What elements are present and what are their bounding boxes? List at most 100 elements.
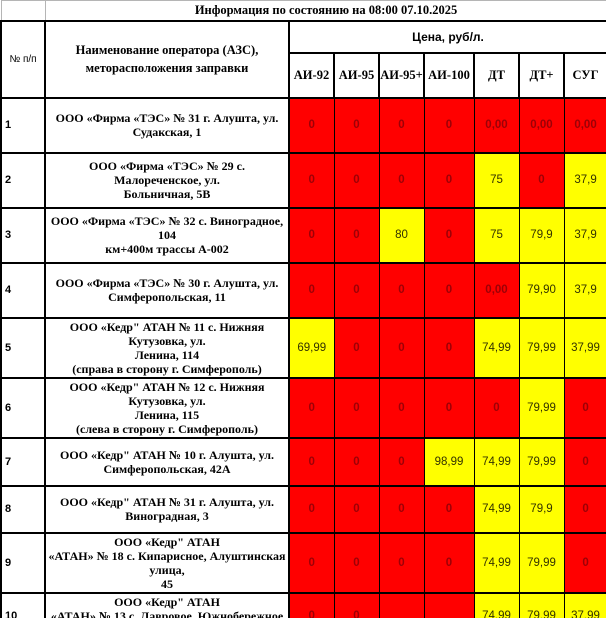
- price-cell-АИ-92: 0: [288, 376, 335, 439]
- price-cell-АИ-95+: 0: [378, 436, 425, 487]
- station-name-cell: ООО «Фирма «ТЭС» № 30 г. Алушта, ул. Сим…: [44, 261, 290, 319]
- price-cell-ДТ+: 0: [518, 151, 565, 209]
- price-cell-АИ-100: 0: [423, 531, 475, 594]
- price-cell-ДТ: 74,99: [473, 436, 520, 487]
- price-cell-СУГ: 37,99: [563, 316, 606, 379]
- price-cell-АИ-92: 0: [288, 484, 335, 534]
- price-cell-АИ-92: 0: [288, 151, 335, 209]
- station-row: 7 ООО «Кедр" АТАН № 10 г. Алушта, ул. Сим…: [0, 436, 606, 487]
- station-name-cell: ООО «Кедр" АТАН «АТАН» № 13 с. Лавровое,…: [44, 591, 290, 618]
- title-row: Информация по состоянию на 08:00 07.10.2…: [0, 0, 606, 21]
- price-cell-СУГ: 0: [563, 531, 606, 594]
- price-cell-АИ-100: 0: [423, 484, 475, 534]
- fuel-column-header: ДТ+: [518, 51, 565, 99]
- station-name-cell: ООО «Кедр" АТАН № 10 г. Алушта, ул. Симф…: [44, 436, 290, 487]
- price-cell-АИ-92: 0: [288, 531, 335, 594]
- fuel-header-row: АИ-92 АИ-95 АИ-95+ АИ-100 ДТ ДТ+ СУГ: [1, 51, 606, 99]
- price-cell-ДТ+: 79,9: [518, 484, 565, 534]
- station-name-cell: ООО «Кедр" АТАН № 12 с. Нижняя Кутузовка…: [44, 376, 290, 439]
- station-name-cell: ООО «Фирма «ТЭС» № 29 с. Малореченское, …: [44, 151, 290, 209]
- row-number-cell: 1: [0, 96, 46, 154]
- station-rows: 1 ООО «Фирма «ТЭС» № 31 г. Алушта, ул. Су…: [0, 96, 606, 618]
- station-row: 10 ООО «Кедр" АТАН «АТАН» № 13 с. Лаврово…: [0, 591, 606, 618]
- price-cell-АИ-95+: 0: [378, 96, 425, 154]
- station-name-cell: ООО «Фирма «ТЭС» № 32 с. Виноградное, 10…: [44, 206, 290, 264]
- price-cell-АИ-95: 0: [333, 484, 380, 534]
- price-cell-СУГ: 37,9: [563, 206, 606, 264]
- station-name-cell: ООО «Фирма «ТЭС» № 31 г. Алушта, ул. Суд…: [44, 96, 290, 154]
- price-cell-АИ-95: 0: [333, 316, 380, 379]
- price-cell-ДТ+: 79,99: [518, 376, 565, 439]
- station-row: 1 ООО «Фирма «ТЭС» № 31 г. Алушта, ул. Су…: [0, 96, 606, 154]
- price-cell-АИ-95: 0: [333, 531, 380, 594]
- header-row-top: № п/п Наименование оператора (АЗС), мето…: [0, 19, 606, 99]
- price-cell-АИ-95: 0: [333, 261, 380, 319]
- price-cell-АИ-92: 69,99: [288, 316, 335, 379]
- price-cell-ДТ+: 79,9: [518, 206, 565, 264]
- station-row: 6 ООО «Кедр" АТАН № 12 с. Нижняя Кутузовк…: [0, 376, 606, 439]
- price-cell-АИ-100: 0: [423, 206, 475, 264]
- price-cell-АИ-100: 0: [423, 376, 475, 439]
- price-cell-АИ-95+: 0: [378, 531, 425, 594]
- station-name-cell: ООО «Кедр" АТАН «АТАН» № 18 с. Кипарисно…: [44, 531, 290, 594]
- price-cell-ДТ: 74,99: [473, 316, 520, 379]
- station-name-cell: ООО «Кедр" АТАН № 31 г. Алушта, ул. Вино…: [44, 484, 290, 534]
- row-number-cell: 5: [0, 316, 46, 379]
- station-row: 9 ООО «Кедр" АТАН «АТАН» № 18 с. Кипарисн…: [0, 531, 606, 594]
- price-cell-АИ-95+: 80: [378, 206, 425, 264]
- row-number-cell: 4: [0, 261, 46, 319]
- column-header-price-group: Цена, руб/л.: [287, 19, 606, 54]
- price-cell-АИ-100: 98,99: [423, 436, 475, 487]
- price-cell-ДТ: 74,99: [473, 591, 520, 618]
- price-cell-АИ-95: 0: [333, 96, 380, 154]
- fuel-column-header: АИ-100: [423, 51, 475, 99]
- price-cell-СУГ: 37,99: [563, 591, 606, 618]
- station-row: 3 ООО «Фирма «ТЭС» № 32 с. Виноградное, 1…: [0, 206, 606, 264]
- price-cell-ДТ: 0,00: [473, 261, 520, 319]
- price-cell-СУГ: 0: [563, 436, 606, 487]
- row-number-cell: 2: [0, 151, 46, 209]
- station-row: 5 ООО «Кедр" АТАН № 11 с. Нижняя Кутузовк…: [0, 316, 606, 379]
- price-cell-АИ-95: 0: [333, 206, 380, 264]
- price-cell-АИ-95: 0: [333, 376, 380, 439]
- price-cell-АИ-95+: 0: [378, 484, 425, 534]
- price-cell-АИ-100: 0: [423, 316, 475, 379]
- price-cell-АИ-95+: 0: [378, 151, 425, 209]
- column-header-number: № п/п: [0, 19, 46, 99]
- price-cell-ДТ+: 79,99: [518, 531, 565, 594]
- station-row: 8 ООО «Кедр" АТАН № 31 г. Алушта, ул. Вин…: [0, 484, 606, 534]
- report-title: Информация по состоянию на 08:00 07.10.2…: [44, 0, 606, 21]
- row-number-cell: 3: [0, 206, 46, 264]
- price-cell-ДТ: 74,99: [473, 484, 520, 534]
- fuel-column-header: ДТ: [473, 51, 520, 99]
- fuel-column-header: АИ-95+: [378, 51, 425, 99]
- price-cell-АИ-92: 0: [288, 436, 335, 487]
- row-number-cell: 9: [0, 531, 46, 594]
- price-cell-ДТ+: 0,00: [518, 96, 565, 154]
- price-cell-АИ-95+: 0: [378, 376, 425, 439]
- price-cell-АИ-92: 0: [288, 206, 335, 264]
- price-cell-СУГ: 0: [563, 376, 606, 439]
- price-cell-ДТ+: 79,99: [518, 436, 565, 487]
- price-cell-СУГ: 37,9: [563, 261, 606, 319]
- row-number-cell: 6: [0, 376, 46, 439]
- price-cell-СУГ: 0,00: [563, 96, 606, 154]
- price-cell-АИ-92: 0: [288, 96, 335, 154]
- price-cell-АИ-100: 0: [423, 151, 475, 209]
- column-header-operator-name: Наименование оператора (АЗС), метораспол…: [44, 19, 290, 99]
- price-cell-АИ-100: 0: [423, 96, 475, 154]
- row-number-cell: 8: [0, 484, 46, 534]
- price-cell-ДТ+: 79,99: [518, 316, 565, 379]
- price-cell-АИ-100: [423, 591, 475, 618]
- price-cell-АИ-95+: 0: [378, 261, 425, 319]
- price-cell-ДТ: 75: [473, 206, 520, 264]
- fuel-column-header: СУГ: [562, 51, 606, 99]
- station-name-cell: ООО «Кедр" АТАН № 11 с. Нижняя Кутузовка…: [44, 316, 290, 379]
- price-cell-АИ-95: 0: [333, 591, 380, 618]
- price-cell-ДТ: 75: [473, 151, 520, 209]
- row-number-cell: 7: [0, 436, 46, 487]
- price-cell-СУГ: 0: [563, 484, 606, 534]
- price-cell-ДТ: 74,99: [473, 531, 520, 594]
- fuel-column-header: АИ-92: [288, 51, 335, 99]
